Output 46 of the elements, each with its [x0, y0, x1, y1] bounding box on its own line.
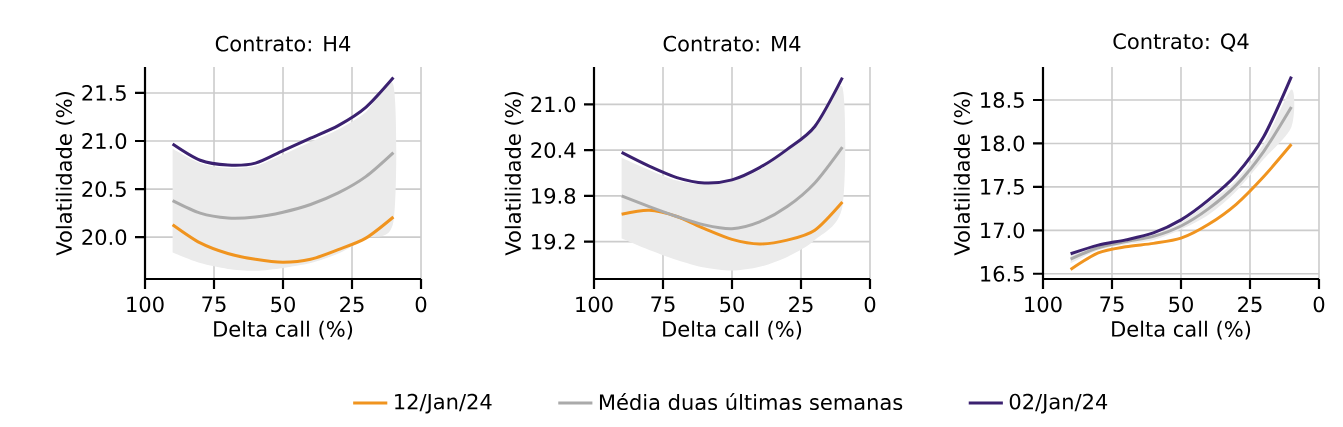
chart-title: Contrato: M4	[663, 35, 801, 52]
y-tick-label: 18.0	[981, 135, 1025, 152]
y-axis-title: Volatilidade (%)	[953, 92, 973, 256]
y-tick-label: 21.0	[82, 133, 127, 149]
x-tick-label: 50	[720, 296, 744, 313]
line-series	[620, 76, 844, 185]
y-tick-label: 17.0	[981, 222, 1025, 239]
legend-label: Média duas últimas semanas	[599, 393, 903, 411]
x-axis-title: Delta call (%)	[663, 320, 802, 340]
y-tick-label: 21.0	[531, 96, 576, 113]
x-axis-title: Delta call (%)	[214, 320, 353, 340]
y-tick-label: 17.5	[981, 179, 1024, 195]
y-tick-label: 20.4	[531, 142, 576, 159]
x-tick-label: 100	[1025, 296, 1062, 313]
x-tick-label: 75	[202, 296, 226, 312]
y-tick-label: 16.5	[981, 265, 1024, 282]
y-tick-label: 20.0	[82, 229, 127, 246]
x-tick-label: 25	[1238, 296, 1262, 313]
x-tick-label: 100	[127, 296, 164, 313]
x-tick-label: 0	[415, 296, 427, 313]
x-tick-label: 25	[789, 296, 813, 313]
y-tick-label: 18.5	[981, 92, 1024, 108]
y-tick-label: 20.5	[82, 181, 126, 198]
line-series	[171, 76, 395, 167]
x-tick-label: 25	[340, 296, 364, 313]
chart-title: Contrato: Q4	[1113, 33, 1249, 52]
x-tick-label: 75	[651, 296, 675, 312]
x-tick-label: 0	[1313, 296, 1325, 313]
x-tick-label: 100	[576, 296, 613, 313]
legend-label: 02/Jan/24	[1009, 393, 1108, 414]
x-tick-label: 0	[864, 296, 876, 313]
x-tick-label: 75	[1100, 296, 1124, 312]
line-series	[171, 151, 395, 220]
line-series	[171, 215, 395, 264]
y-tick-label: 21.5	[82, 85, 126, 101]
x-tick-label: 50	[1169, 296, 1193, 313]
legend-label: 12/Jan/24	[395, 393, 492, 414]
chart-title: Contrato: H4	[215, 35, 351, 52]
y-axis-title: Volatilidade (%)	[55, 92, 75, 256]
y-axis-title: Volatilidade (%)	[504, 92, 524, 256]
line-series	[1069, 142, 1293, 271]
line-series	[620, 145, 844, 231]
x-tick-label: 50	[271, 296, 295, 313]
x-axis-title: Delta call (%)	[1112, 320, 1251, 340]
y-tick-label: 19.2	[532, 233, 575, 250]
y-tick-label: 19.8	[532, 187, 576, 204]
